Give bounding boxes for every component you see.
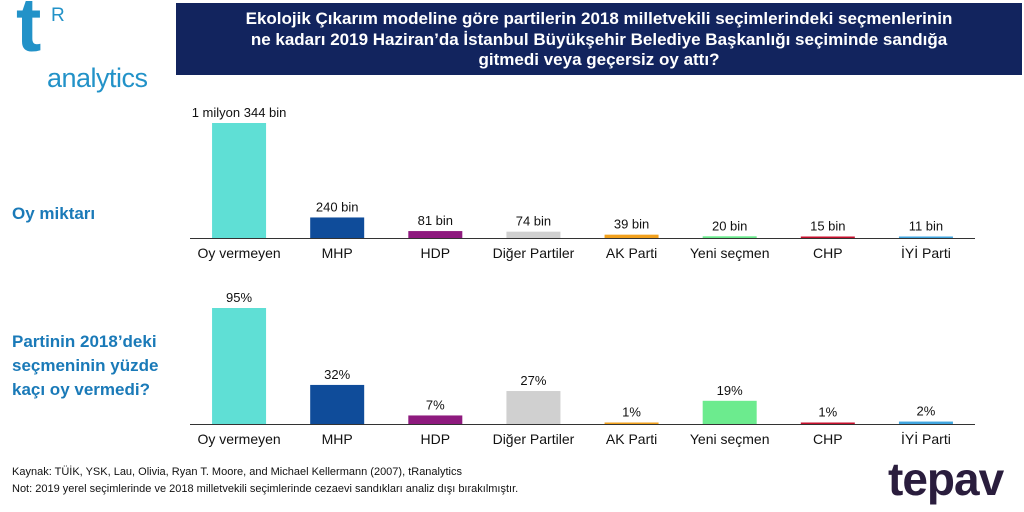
bar-share-1 (212, 308, 267, 424)
data-label: 74 bin (516, 214, 551, 229)
bar-amount-1 (212, 123, 267, 238)
data-label: 27% (520, 373, 546, 388)
data-label: 2% (917, 404, 936, 419)
category-tick-label: MHP (322, 431, 353, 447)
data-label: 19% (717, 383, 743, 398)
section-label-amount: Oy miktarı (12, 204, 96, 223)
bar-share-5 (604, 422, 659, 424)
title-line-1: Ekolojik Çıkarım modeline göre partileri… (245, 9, 953, 28)
title-line-3: gitmedi veya geçersiz oy attı? (478, 50, 720, 69)
bar-amount-2 (310, 217, 365, 238)
tranalytics-logo: t R analytics (14, 0, 174, 97)
data-label: 11 bin (909, 219, 943, 234)
section-label-share-line-1: Partinin 2018’deki (12, 332, 157, 351)
data-label: 1% (622, 405, 641, 420)
data-label: 95% (226, 290, 252, 305)
logo-letter: t (16, 0, 42, 68)
data-label: 20 bin (712, 218, 747, 233)
category-tick-label: Yeni seçmen (690, 431, 770, 447)
note-footnote: Not: 2019 yerel seçimlerinde ve 2018 mil… (12, 483, 519, 495)
data-label: 1% (818, 405, 837, 420)
category-tick-label: HDP (421, 245, 451, 261)
data-label: 15 bin (810, 219, 845, 234)
tepav-logo: tepav (888, 453, 1004, 505)
source-footnote: Kaynak: TÜİK, YSK, Lau, Olivia, Ryan T. … (12, 466, 462, 478)
category-tick-label: Yeni seçmen (690, 245, 770, 261)
data-label: 1 milyon 344 bin (192, 105, 287, 120)
bar-share-8 (898, 421, 953, 424)
section-label-share: Partinin 2018’deki seçmeninin yüzde kaçı… (12, 330, 158, 402)
data-label: 240 bin (316, 199, 359, 214)
title-line-2: ne kadarı 2019 Haziran’da İstanbul Büyük… (250, 29, 948, 49)
logo-superscript: R (51, 5, 65, 26)
bar-share-6 (702, 400, 757, 424)
bar-amount-6 (702, 236, 757, 238)
bar-share-2 (310, 384, 365, 424)
category-tick-label: İYİ Parti (901, 244, 951, 261)
category-tick-label: AK Parti (606, 245, 657, 261)
data-label: 81 bin (418, 213, 453, 228)
chart-title: Ekolojik Çıkarım modeline göre partileri… (176, 3, 1022, 75)
category-tick-label: Oy vermeyen (197, 431, 280, 447)
data-label: 7% (426, 397, 445, 412)
data-label: 39 bin (614, 217, 649, 232)
category-tick-label: Diğer Partiler (493, 245, 575, 261)
section-label-share-line-3: kaçı oy vermedi? (12, 380, 150, 399)
category-tick-label: CHP (813, 431, 843, 447)
category-tick-label: Oy vermeyen (197, 245, 280, 261)
category-tick-label: MHP (322, 245, 353, 261)
logo-word: analytics (47, 63, 148, 93)
bar-share-4 (506, 391, 561, 424)
category-tick-label: Diğer Partiler (493, 431, 575, 447)
bar-share-3 (408, 415, 463, 424)
bar-amount-7 (800, 236, 855, 238)
bar-amount-8 (898, 236, 953, 238)
category-tick-label: AK Parti (606, 431, 657, 447)
category-tick-label: İYİ Parti (901, 430, 951, 447)
section-label-share-line-2: seçmeninin yüzde (12, 356, 159, 375)
bar-amount-3 (408, 231, 463, 238)
bar-amount-5 (604, 234, 659, 238)
category-tick-label: CHP (813, 245, 843, 261)
data-label: 32% (324, 367, 350, 382)
bar-share-7 (800, 422, 855, 424)
category-tick-label: HDP (421, 431, 451, 447)
bar-amount-4 (506, 231, 561, 238)
